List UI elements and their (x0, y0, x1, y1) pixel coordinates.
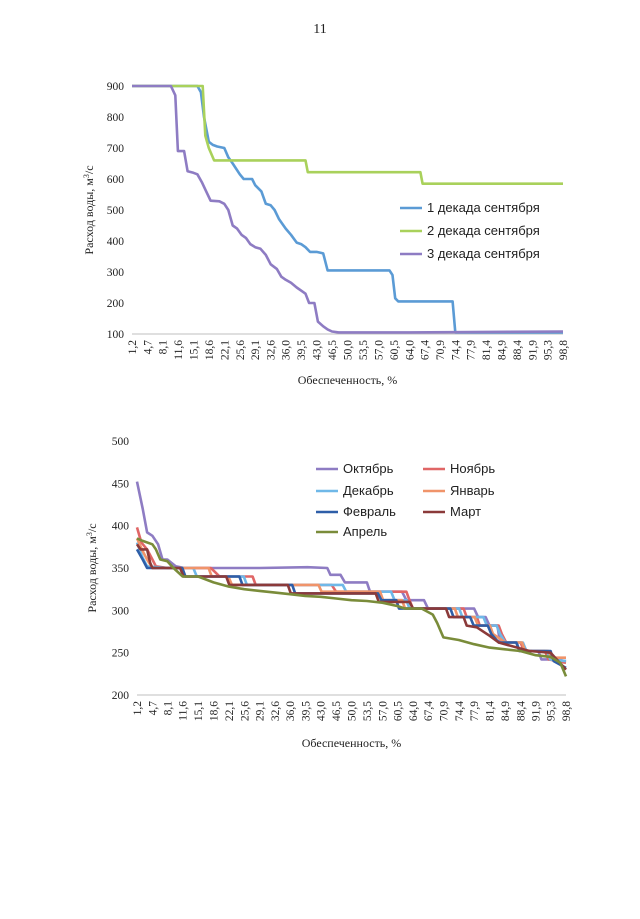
x-tick-label: 1,2 (132, 701, 144, 716)
x-tick-label: 11,6 (178, 701, 190, 721)
x-tick-label: 67,4 (423, 701, 435, 721)
series-line-1 (132, 84, 563, 334)
legend-label: Ноябрь (450, 461, 495, 476)
x-tick-label: 50,0 (343, 340, 355, 360)
series-line-4 (135, 537, 566, 659)
x-tick-label: 60,5 (393, 701, 405, 721)
x-axis-title: Обеспеченность, % (302, 736, 402, 750)
x-tick-label: 67,4 (419, 340, 431, 360)
x-tick-label: 18,6 (204, 340, 216, 360)
x-tick-label: 95,3 (546, 701, 558, 721)
x-tick-label: 53,5 (362, 701, 374, 721)
x-tick-label: 98,8 (558, 340, 570, 360)
x-tick-label: 50,0 (347, 701, 359, 721)
y-tick-label: 400 (112, 521, 130, 533)
legend-label: 2 декада сентября (427, 223, 540, 238)
series-line-7 (136, 537, 568, 677)
y-tick-label: 400 (107, 236, 125, 248)
x-tick-label: 53,5 (358, 340, 370, 360)
y-tick-label: 450 (112, 478, 130, 490)
y-tick-label: 200 (107, 298, 125, 310)
page-number: 11 (313, 22, 327, 37)
series-line-2 (132, 84, 563, 185)
x-tick-label: 74,4 (454, 701, 466, 721)
series-line-6 (135, 543, 567, 671)
x-axis-title: Обеспеченность, % (298, 373, 398, 387)
x-tick-label: 4,7 (142, 340, 154, 355)
x-tick-label: 88,4 (515, 701, 527, 721)
y-axis-title: Расход воды, м3/с (82, 165, 97, 254)
x-tick-label: 1,2 (127, 340, 139, 355)
x-tick-label: 81,4 (485, 701, 497, 721)
legend-label: Январь (450, 483, 495, 498)
y-tick-label: 800 (107, 112, 125, 124)
x-tick-label: 57,0 (373, 340, 385, 360)
series-line-3 (132, 84, 564, 334)
x-tick-label: 91,9 (528, 340, 540, 360)
x-tick-label: 39,5 (296, 340, 308, 360)
x-tick-label: 25,6 (239, 701, 251, 721)
y-tick-label: 500 (107, 205, 125, 217)
x-tick-label: 4,7 (147, 701, 159, 716)
x-tick-label: 29,1 (250, 340, 262, 360)
x-tick-label: 81,4 (481, 340, 493, 360)
legend-label: Февраль (343, 504, 396, 519)
x-tick-label: 36,0 (281, 340, 293, 360)
x-tick-label: 98,8 (561, 701, 573, 721)
x-tick-label: 77,9 (469, 701, 481, 721)
y-tick-label: 250 (112, 648, 130, 660)
x-tick-label: 15,1 (193, 701, 205, 721)
x-tick-label: 11,6 (173, 340, 185, 360)
x-tick-label: 39,5 (300, 701, 312, 721)
chart-september-decades: 100 200 300 400 500 600 700 800 900 1,2 4,7 8,1 11,6… (82, 81, 571, 387)
x-tick-label: 22,1 (224, 701, 236, 721)
x-tick-label: 70,9 (435, 340, 447, 360)
x-tick-label: 95,3 (543, 340, 555, 360)
x-tick-label: 18,6 (208, 701, 220, 721)
y-tick-label: 900 (107, 81, 125, 93)
x-tick-label: 84,9 (500, 701, 512, 721)
x-tick-label: 57,0 (377, 701, 389, 721)
x-tick-label: 32,6 (270, 701, 282, 721)
x-tick-label: 43,0 (316, 701, 328, 721)
chart-monthly-flows: 200 250 300 350 400 450 500 1,2 4,7 8,1 11,6 15,1 18… (85, 436, 574, 750)
y-tick-label: 200 (112, 690, 130, 702)
x-tick-label: 32,6 (266, 340, 278, 360)
y-tick-label: 300 (112, 605, 130, 617)
y-tick-label: 350 (112, 563, 130, 575)
y-tick-label: 500 (112, 436, 130, 448)
x-tick-label: 29,1 (255, 701, 267, 721)
y-tick-label: 100 (107, 329, 125, 341)
x-tick-label: 74,4 (450, 340, 462, 360)
legend-label: Декабрь (343, 483, 394, 498)
x-tick-label: 8,1 (162, 701, 174, 716)
x-tick-label: 43,0 (312, 340, 324, 360)
x-tick-label: 84,9 (497, 340, 509, 360)
x-tick-label: 60,5 (389, 340, 401, 360)
x-tick-label: 15,1 (188, 340, 200, 360)
legend-label: 3 декада сентября (427, 246, 540, 261)
x-tick-label: 22,1 (219, 340, 231, 360)
x-tick-label: 46,5 (331, 701, 343, 721)
legend-label: Март (450, 504, 481, 519)
y-axis-title: Расход воды, м3/с (85, 523, 100, 612)
y-tick-label: 700 (107, 143, 125, 155)
x-tick-label: 91,9 (531, 701, 543, 721)
legend-label: Октябрь (343, 461, 394, 476)
x-tick-label: 46,5 (327, 340, 339, 360)
y-tick-label: 600 (107, 174, 125, 186)
legend-label: 1 декада сентября (427, 200, 540, 215)
legend-label: Апрель (343, 524, 387, 539)
x-tick-label: 64,0 (408, 701, 420, 721)
x-tick-label: 25,6 (235, 340, 247, 360)
x-tick-label: 36,0 (285, 701, 297, 721)
x-tick-label: 77,9 (466, 340, 478, 360)
y-tick-label: 300 (107, 267, 125, 279)
x-tick-label: 88,4 (512, 340, 524, 360)
x-tick-label: 8,1 (157, 340, 169, 355)
x-tick-label: 70,9 (438, 701, 450, 721)
x-tick-label: 64,0 (404, 340, 416, 360)
